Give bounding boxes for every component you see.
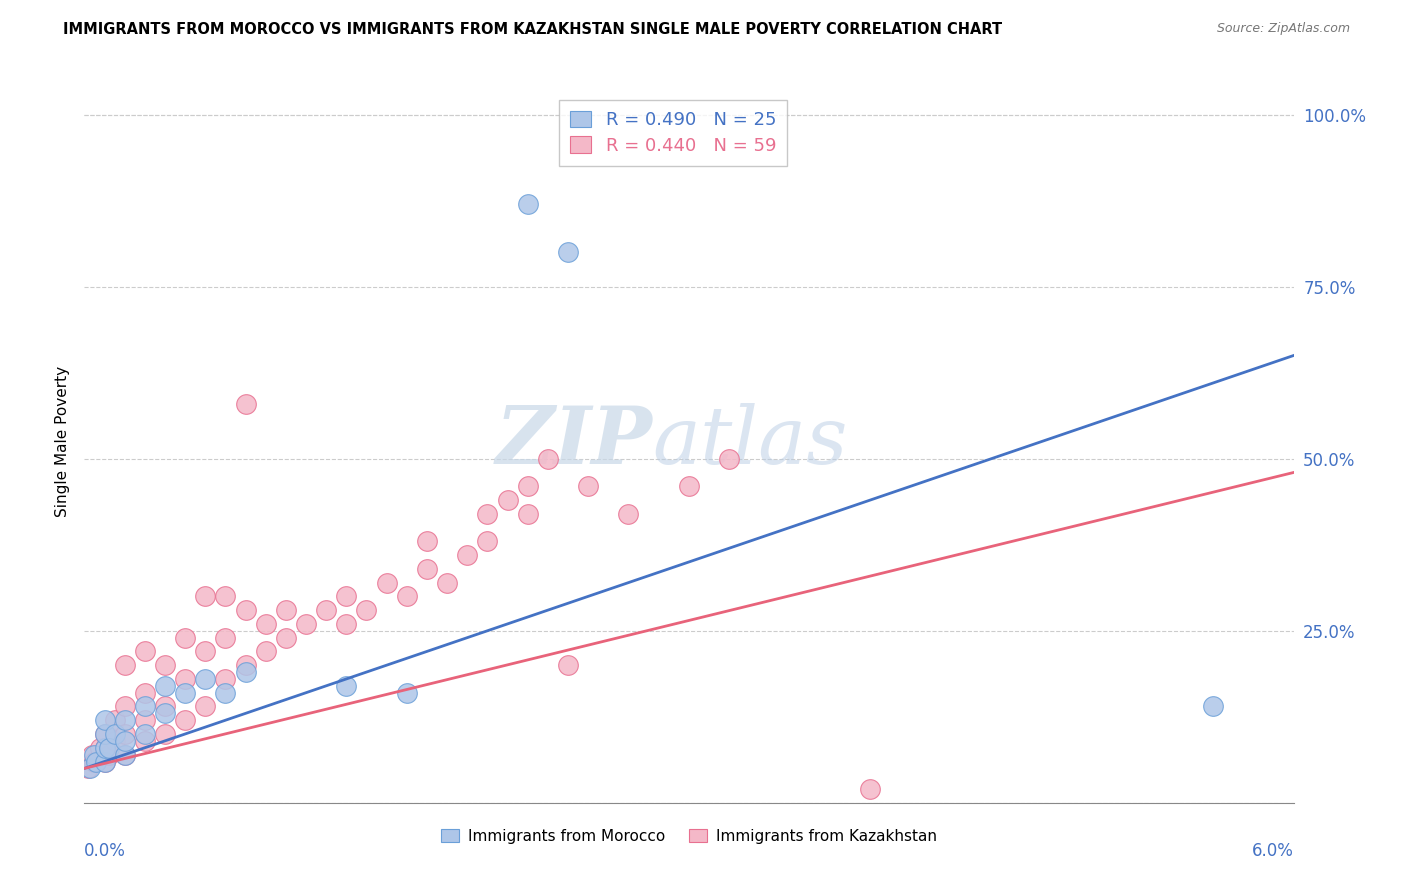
Point	[576, 479, 599, 493]
Point	[356, 603, 378, 617]
Point	[93, 755, 115, 769]
Point	[86, 755, 108, 769]
Point	[557, 658, 579, 673]
Point	[537, 451, 560, 466]
Point	[93, 727, 115, 741]
Point	[516, 479, 538, 493]
Point	[114, 713, 136, 727]
Text: ZIP: ZIP	[496, 403, 652, 480]
Point	[83, 755, 105, 769]
Point	[97, 740, 120, 755]
Point	[194, 699, 217, 714]
Point	[134, 734, 156, 748]
Point	[153, 658, 176, 673]
Point	[114, 734, 136, 748]
Point	[114, 658, 136, 673]
Legend: Immigrants from Morocco, Immigrants from Kazakhstan: Immigrants from Morocco, Immigrants from…	[432, 820, 946, 853]
Point	[516, 197, 538, 211]
Point	[214, 590, 236, 604]
Point	[134, 686, 156, 700]
Point	[375, 575, 398, 590]
Point	[194, 644, 217, 658]
Point	[104, 727, 127, 741]
Point	[83, 747, 105, 762]
Point	[516, 507, 538, 521]
Point	[274, 603, 297, 617]
Text: IMMIGRANTS FROM MOROCCO VS IMMIGRANTS FROM KAZAKHSTAN SINGLE MALE POVERTY CORREL: IMMIGRANTS FROM MOROCCO VS IMMIGRANTS FR…	[63, 22, 1002, 37]
Point	[214, 631, 236, 645]
Point	[82, 747, 104, 762]
Point	[77, 761, 100, 775]
Point	[335, 590, 357, 604]
Point	[456, 548, 478, 562]
Y-axis label: Single Male Poverty: Single Male Poverty	[55, 366, 70, 517]
Point	[174, 631, 197, 645]
Point	[235, 397, 257, 411]
Point	[335, 679, 357, 693]
Point	[153, 699, 176, 714]
Point	[93, 740, 115, 755]
Point	[79, 761, 101, 775]
Point	[1202, 699, 1225, 714]
Point	[194, 672, 217, 686]
Point	[254, 616, 277, 631]
Point	[153, 679, 176, 693]
Point	[93, 740, 115, 755]
Point	[89, 740, 111, 755]
Point	[114, 747, 136, 762]
Point	[678, 479, 700, 493]
Point	[274, 631, 297, 645]
Point	[859, 782, 882, 797]
Point	[104, 713, 127, 727]
Point	[194, 590, 217, 604]
Point	[718, 451, 741, 466]
Point	[477, 507, 499, 521]
Point	[134, 713, 156, 727]
Point	[235, 603, 257, 617]
Point	[134, 644, 156, 658]
Point	[93, 713, 115, 727]
Point	[496, 493, 519, 508]
Point	[416, 562, 439, 576]
Point	[436, 575, 458, 590]
Point	[114, 727, 136, 741]
Point	[315, 603, 337, 617]
Text: Source: ZipAtlas.com: Source: ZipAtlas.com	[1216, 22, 1350, 36]
Point	[114, 747, 136, 762]
Point	[254, 644, 277, 658]
Point	[235, 665, 257, 679]
Point	[214, 686, 236, 700]
Text: atlas: atlas	[652, 403, 848, 480]
Point	[235, 658, 257, 673]
Point	[174, 713, 197, 727]
Point	[416, 534, 439, 549]
Point	[617, 507, 640, 521]
Point	[104, 734, 127, 748]
Point	[153, 706, 176, 721]
Point	[395, 590, 418, 604]
Point	[295, 616, 318, 631]
Point	[114, 699, 136, 714]
Point	[335, 616, 357, 631]
Point	[97, 747, 120, 762]
Point	[477, 534, 499, 549]
Point	[134, 699, 156, 714]
Point	[134, 727, 156, 741]
Point	[557, 245, 579, 260]
Point	[174, 672, 197, 686]
Point	[93, 755, 115, 769]
Point	[153, 727, 176, 741]
Point	[174, 686, 197, 700]
Point	[214, 672, 236, 686]
Point	[395, 686, 418, 700]
Point	[93, 727, 115, 741]
Text: 6.0%: 6.0%	[1251, 842, 1294, 860]
Text: 0.0%: 0.0%	[84, 842, 127, 860]
